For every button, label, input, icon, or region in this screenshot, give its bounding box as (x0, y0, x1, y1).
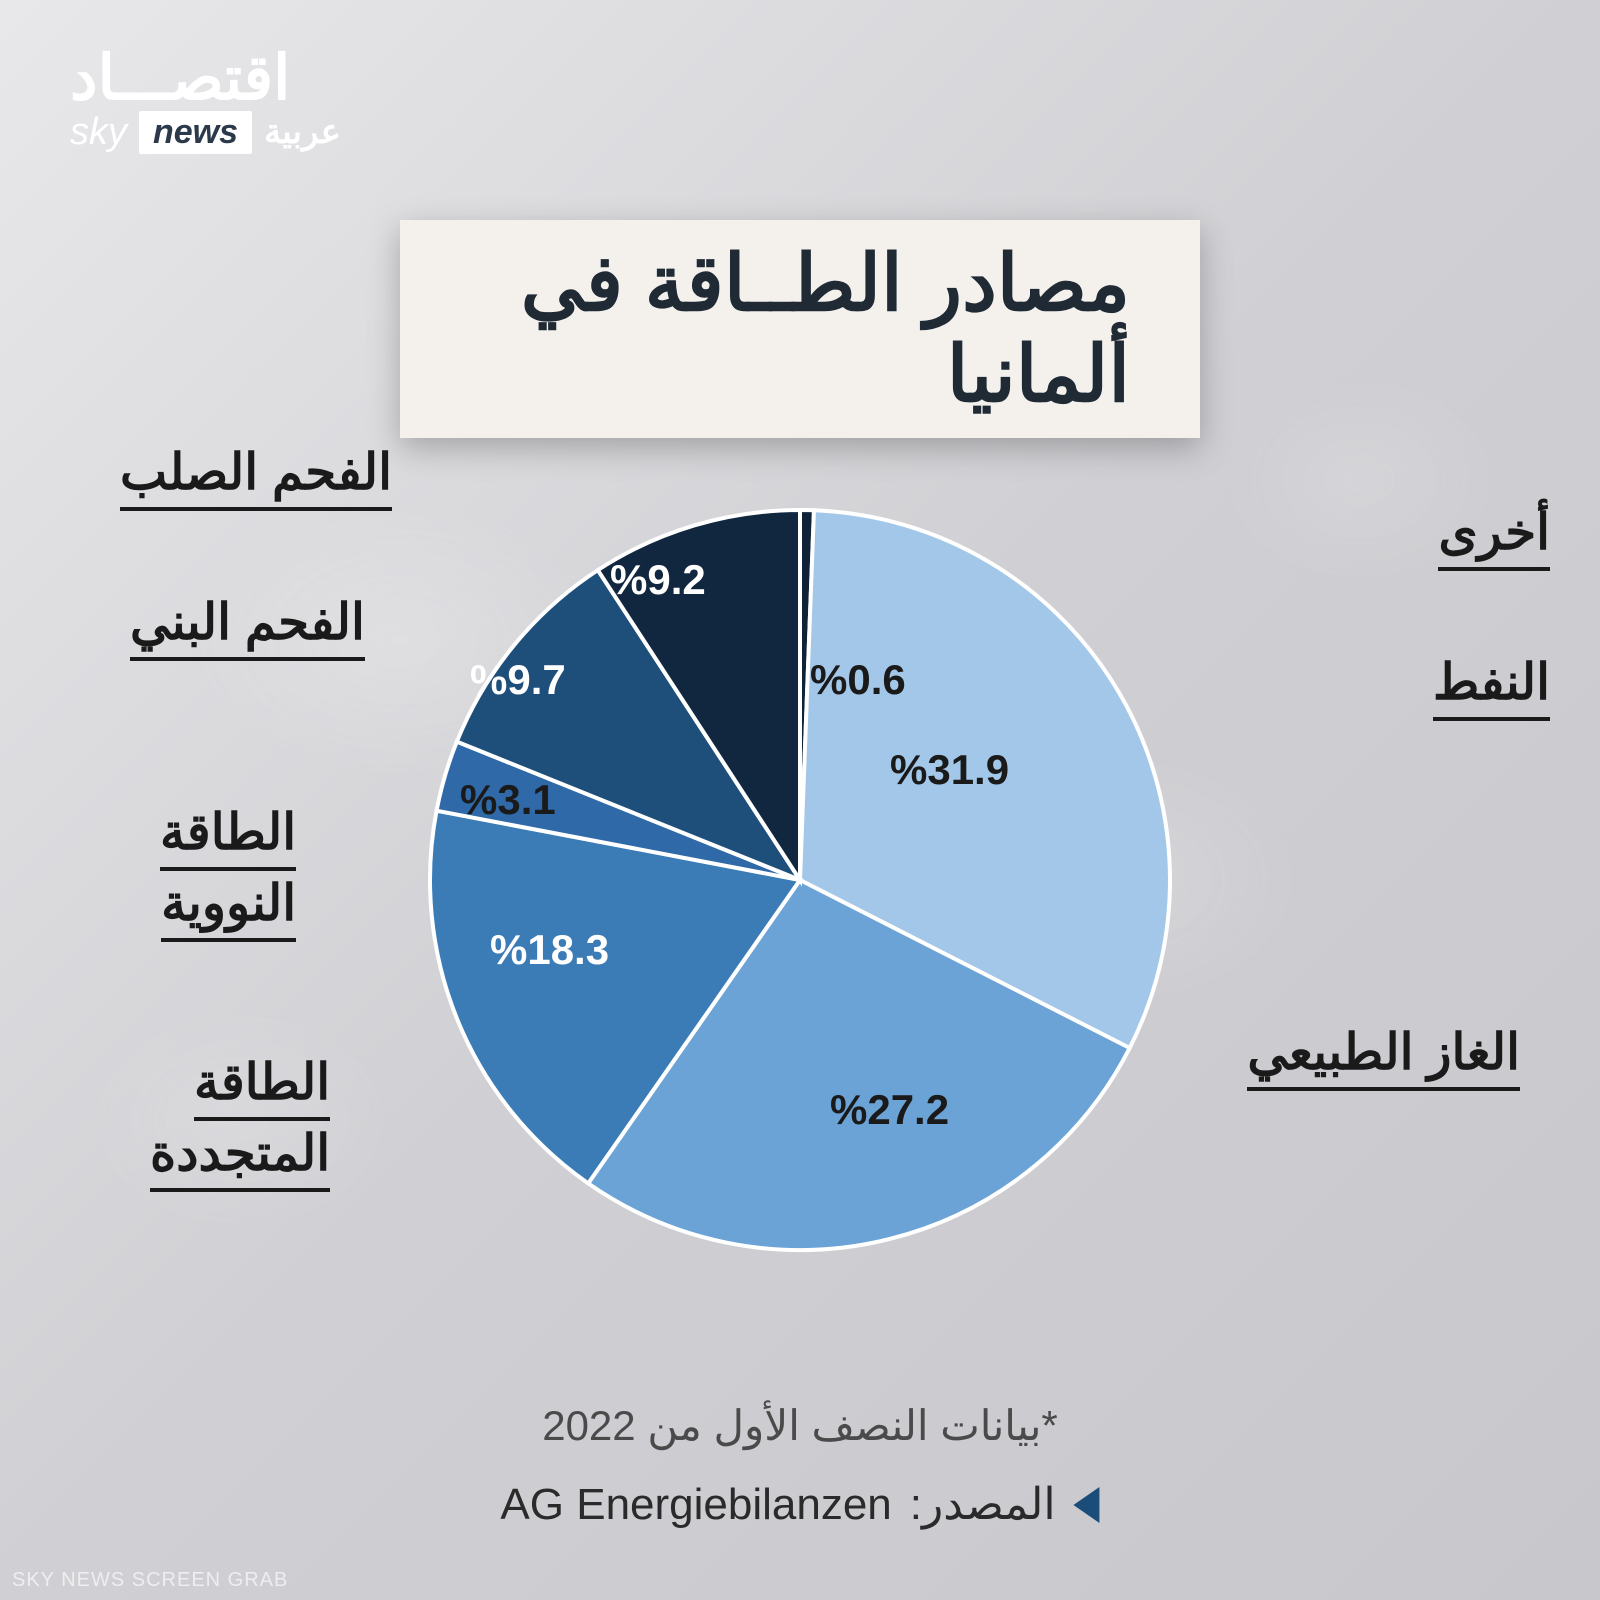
watermark: SKY NEWS SCREEN GRAB (12, 1569, 288, 1592)
slice-percent-label: %27.2 (830, 1086, 949, 1134)
category-label: الغاز الطبيعي (1247, 1020, 1520, 1091)
slice-percent-label: %18.3 (490, 926, 609, 974)
slice-percent-label: %9.2 (610, 556, 706, 604)
category-label: الفحم الصلب (120, 440, 392, 511)
category-label: الطاقةالنووية (160, 800, 296, 942)
footnote: *بيانات النصف الأول من 2022 (542, 1401, 1058, 1450)
category-label: أخرى (1438, 500, 1550, 571)
category-label: الفحم البني (130, 590, 365, 661)
source-marker-icon (1074, 1487, 1100, 1523)
category-label: النفط (1433, 650, 1550, 721)
slice-percent-label: %3.1 (460, 776, 556, 824)
source-label: المصدر: (910, 1479, 1056, 1530)
slice-percent-label: %0.6 (810, 656, 906, 704)
slice-percent-label: %31.9 (890, 746, 1009, 794)
slice-percent-label: %9.7 (470, 656, 566, 704)
pie-chart-container: %0.6 أخرى %31.9 النفط %27.2 الغاز الطبيعي %18.… (0, 370, 1600, 1400)
source-line: المصدر: AG Energiebilanzen (500, 1479, 1099, 1530)
source-value: AG Energiebilanzen (500, 1480, 891, 1530)
category-label: الطاقةالمتجددة (150, 1050, 330, 1192)
